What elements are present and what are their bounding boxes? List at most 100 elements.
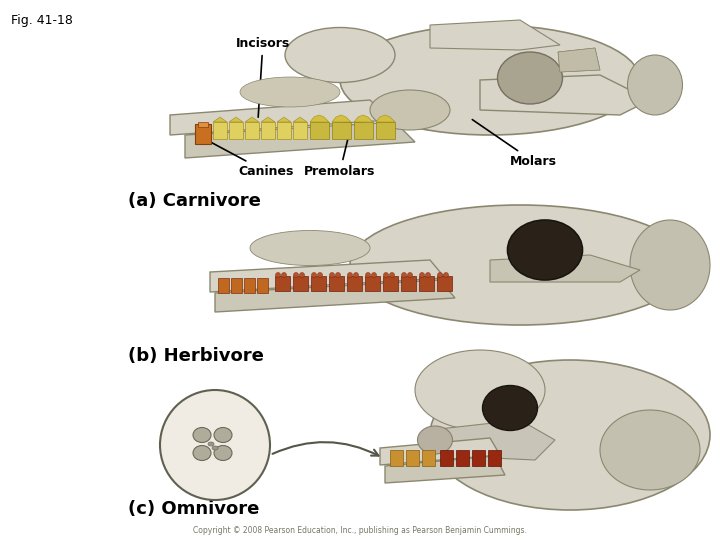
- Polygon shape: [558, 48, 600, 72]
- Ellipse shape: [482, 386, 538, 430]
- Ellipse shape: [282, 273, 287, 278]
- Ellipse shape: [508, 220, 582, 280]
- Ellipse shape: [214, 446, 232, 461]
- Ellipse shape: [214, 428, 232, 442]
- Ellipse shape: [600, 410, 700, 490]
- Ellipse shape: [208, 442, 214, 446]
- Bar: [488, 450, 501, 466]
- Polygon shape: [215, 280, 455, 312]
- Ellipse shape: [285, 28, 395, 83]
- Ellipse shape: [384, 273, 389, 278]
- Ellipse shape: [438, 273, 443, 278]
- Bar: [329, 276, 344, 291]
- Ellipse shape: [193, 428, 211, 442]
- Polygon shape: [430, 20, 560, 50]
- Ellipse shape: [630, 220, 710, 310]
- Bar: [440, 450, 453, 466]
- Text: (c) Omnivore: (c) Omnivore: [128, 500, 259, 518]
- Ellipse shape: [370, 90, 450, 130]
- Bar: [229, 122, 243, 139]
- Ellipse shape: [366, 273, 371, 278]
- Text: Premolars: Premolars: [305, 133, 376, 178]
- Polygon shape: [385, 456, 505, 483]
- Text: (b) Herbivore: (b) Herbivore: [128, 347, 264, 365]
- Bar: [401, 276, 416, 291]
- Polygon shape: [480, 75, 650, 115]
- Bar: [310, 122, 329, 139]
- Polygon shape: [185, 122, 415, 158]
- Text: Incisors: Incisors: [235, 37, 290, 117]
- Bar: [472, 450, 485, 466]
- Bar: [244, 278, 255, 293]
- Ellipse shape: [250, 231, 370, 266]
- Bar: [311, 276, 326, 291]
- Bar: [195, 124, 211, 144]
- Polygon shape: [490, 255, 640, 282]
- Text: Copyright © 2008 Pearson Education, Inc., publishing as Pearson Benjamin Cumming: Copyright © 2008 Pearson Education, Inc.…: [193, 526, 527, 535]
- Ellipse shape: [420, 273, 425, 278]
- Polygon shape: [558, 48, 600, 72]
- Ellipse shape: [318, 273, 323, 278]
- Bar: [257, 278, 268, 293]
- Polygon shape: [261, 117, 275, 122]
- Polygon shape: [310, 115, 329, 122]
- Ellipse shape: [372, 273, 377, 278]
- Text: Fig. 41-18: Fig. 41-18: [11, 14, 73, 27]
- Ellipse shape: [348, 273, 353, 278]
- Bar: [277, 122, 291, 139]
- Polygon shape: [376, 115, 395, 122]
- Bar: [275, 276, 290, 291]
- Circle shape: [160, 390, 270, 500]
- Text: Canines: Canines: [205, 139, 293, 178]
- Ellipse shape: [426, 273, 431, 278]
- Bar: [198, 122, 208, 127]
- Bar: [365, 276, 380, 291]
- Ellipse shape: [276, 273, 281, 278]
- Polygon shape: [354, 115, 373, 122]
- Ellipse shape: [415, 350, 545, 430]
- Ellipse shape: [390, 273, 395, 278]
- Bar: [218, 278, 229, 293]
- Bar: [245, 122, 259, 139]
- Bar: [347, 276, 362, 291]
- Bar: [293, 122, 307, 139]
- Bar: [213, 122, 227, 139]
- Ellipse shape: [330, 273, 335, 278]
- Bar: [231, 278, 242, 293]
- Text: Molars: Molars: [472, 119, 557, 168]
- Bar: [293, 276, 308, 291]
- Ellipse shape: [340, 25, 640, 135]
- Ellipse shape: [312, 273, 317, 278]
- Bar: [390, 450, 403, 466]
- Ellipse shape: [193, 446, 211, 461]
- FancyArrowPatch shape: [273, 442, 379, 456]
- Ellipse shape: [408, 273, 413, 278]
- Bar: [261, 122, 275, 139]
- Polygon shape: [210, 260, 445, 292]
- Bar: [354, 122, 373, 139]
- Polygon shape: [277, 117, 291, 122]
- Bar: [437, 276, 452, 291]
- Bar: [422, 450, 435, 466]
- Ellipse shape: [418, 426, 452, 454]
- Ellipse shape: [350, 205, 690, 325]
- Bar: [383, 276, 398, 291]
- Ellipse shape: [354, 273, 359, 278]
- Ellipse shape: [430, 360, 710, 510]
- Ellipse shape: [300, 273, 305, 278]
- Ellipse shape: [498, 52, 562, 104]
- Polygon shape: [293, 117, 307, 122]
- Polygon shape: [332, 115, 351, 122]
- Ellipse shape: [402, 273, 407, 278]
- Ellipse shape: [212, 446, 218, 450]
- Polygon shape: [229, 117, 243, 122]
- Ellipse shape: [294, 273, 299, 278]
- Text: (a) Carnivore: (a) Carnivore: [128, 192, 261, 210]
- Ellipse shape: [444, 273, 449, 278]
- Bar: [376, 122, 395, 139]
- Polygon shape: [245, 117, 259, 122]
- Ellipse shape: [628, 55, 683, 115]
- Bar: [419, 276, 434, 291]
- Polygon shape: [380, 438, 500, 465]
- Ellipse shape: [240, 77, 340, 107]
